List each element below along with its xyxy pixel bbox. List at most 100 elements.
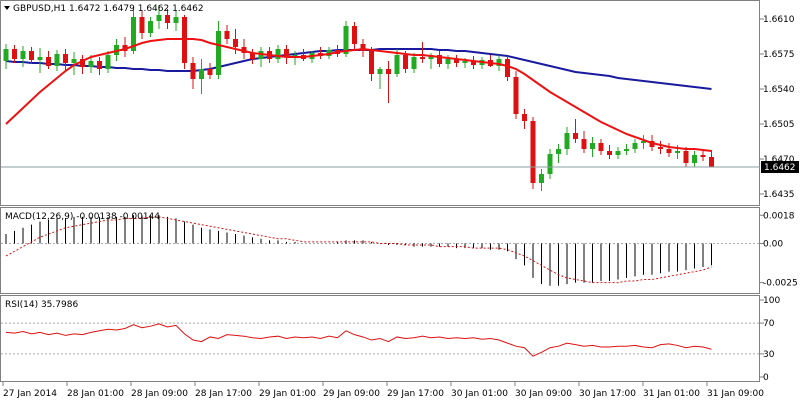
price-title: GBPUSD,H1 1.6472 1.6479 1.6462 1.6462: [13, 4, 204, 14]
candle: [284, 45, 289, 64]
candle: [199, 59, 204, 94]
candle: [454, 55, 459, 67]
candle: [658, 141, 663, 154]
price-chart-title: GBPUSD,H1 1.6472 1.6479 1.6462 1.6462: [4, 4, 204, 14]
candle: [46, 51, 51, 69]
candle-body: [105, 55, 111, 69]
time-tick-label: 28 Jan 01:00: [67, 389, 124, 399]
candle: [598, 139, 604, 155]
candle: [615, 147, 621, 159]
candle-body: [250, 53, 255, 59]
time-tick-label: 31 Jan 01:00: [643, 389, 700, 399]
candle-body: [564, 133, 570, 149]
candle: [301, 49, 306, 61]
time-tick-label: 28 Jan 17:00: [195, 389, 252, 399]
candle-body: [666, 149, 672, 153]
candle-body: [692, 155, 697, 163]
current-price-label: 1.6462: [764, 163, 796, 173]
candle: [641, 135, 646, 149]
candle-body: [37, 57, 43, 60]
triangle-down-icon: [4, 6, 10, 10]
candle: [156, 5, 162, 29]
candle: [666, 143, 672, 157]
candle-body: [20, 51, 26, 59]
candle: [80, 55, 85, 74]
candle: [190, 57, 196, 89]
candle-body: [199, 69, 204, 79]
candle: [275, 45, 281, 63]
candle-body: [445, 59, 451, 64]
candle-body: [471, 61, 476, 65]
candle: [471, 56, 476, 69]
candle-body: [411, 57, 417, 69]
candle: [165, 9, 170, 29]
candle: [224, 25, 230, 44]
price-tick-label: 1.6505: [763, 120, 795, 130]
candle-body: [496, 59, 502, 66]
candle-body: [190, 63, 196, 79]
candle: [71, 52, 77, 75]
candle-body: [675, 151, 680, 153]
rsi-axis: 100 70 30 0: [759, 296, 780, 383]
candle: [607, 145, 612, 159]
candle: [624, 144, 629, 155]
candle-body: [709, 157, 714, 167]
candle-body: [156, 15, 162, 21]
candle: [411, 53, 417, 73]
price-panel-frame: [0, 0, 760, 206]
candle: [241, 39, 247, 59]
time-axis: 27 Jan 2014 28 Jan 01:00 28 Jan 09:00 28 Ja…: [2, 382, 764, 399]
candle: [709, 150, 714, 167]
candle-body: [573, 133, 578, 139]
fast-ma-path: [5, 38, 712, 152]
candle-body: [3, 49, 9, 61]
candle-body: [131, 17, 136, 51]
price-tick-label: 1.6575: [763, 50, 795, 60]
candle-body: [615, 151, 621, 155]
candle: [97, 57, 102, 75]
candle: [581, 131, 587, 153]
candle-body: [632, 143, 638, 149]
candle-body: [539, 174, 544, 183]
candle-body: [386, 69, 391, 74]
candle: [63, 49, 68, 72]
candle-body: [513, 77, 519, 114]
macd-axis: 0.0018 0.00 -0.0025: [759, 211, 798, 289]
candle: [377, 67, 383, 89]
candle: [29, 47, 34, 64]
price-tick-label: 1.6540: [763, 85, 795, 95]
slow-moving-average: [5, 48, 712, 90]
candle-body: [454, 59, 459, 63]
candle-body: [598, 143, 604, 151]
candle-body: [29, 51, 34, 60]
rsi-title: RSI(14) 35.7986: [5, 300, 78, 310]
candle: [590, 137, 595, 157]
time-tick-label: 31 Jan 09:00: [707, 389, 764, 399]
candle-body: [12, 49, 17, 59]
rsi-tick-label: 0: [763, 373, 769, 383]
candle: [539, 169, 544, 191]
candle-body: [658, 147, 663, 149]
macd-signal-line: [5, 216, 712, 284]
rsi-tick-label: 70: [763, 319, 775, 329]
candlesticks: [3, 5, 714, 191]
candle-body: [522, 114, 527, 121]
candle-body: [352, 26, 357, 44]
candle-body: [394, 55, 400, 74]
candle-body: [88, 61, 94, 67]
candle: [20, 46, 26, 67]
candle: [182, 15, 187, 69]
candle: [173, 11, 179, 31]
candle-body: [641, 141, 646, 143]
rsi-path: [5, 323, 712, 357]
candle-body: [590, 143, 595, 149]
candle-body: [63, 54, 68, 63]
candle-body: [71, 59, 77, 63]
candle: [692, 151, 697, 167]
candle: [258, 47, 264, 67]
candle: [437, 51, 442, 67]
candle-body: [54, 54, 60, 66]
candle-body: [420, 57, 425, 59]
candle-body: [462, 61, 468, 63]
